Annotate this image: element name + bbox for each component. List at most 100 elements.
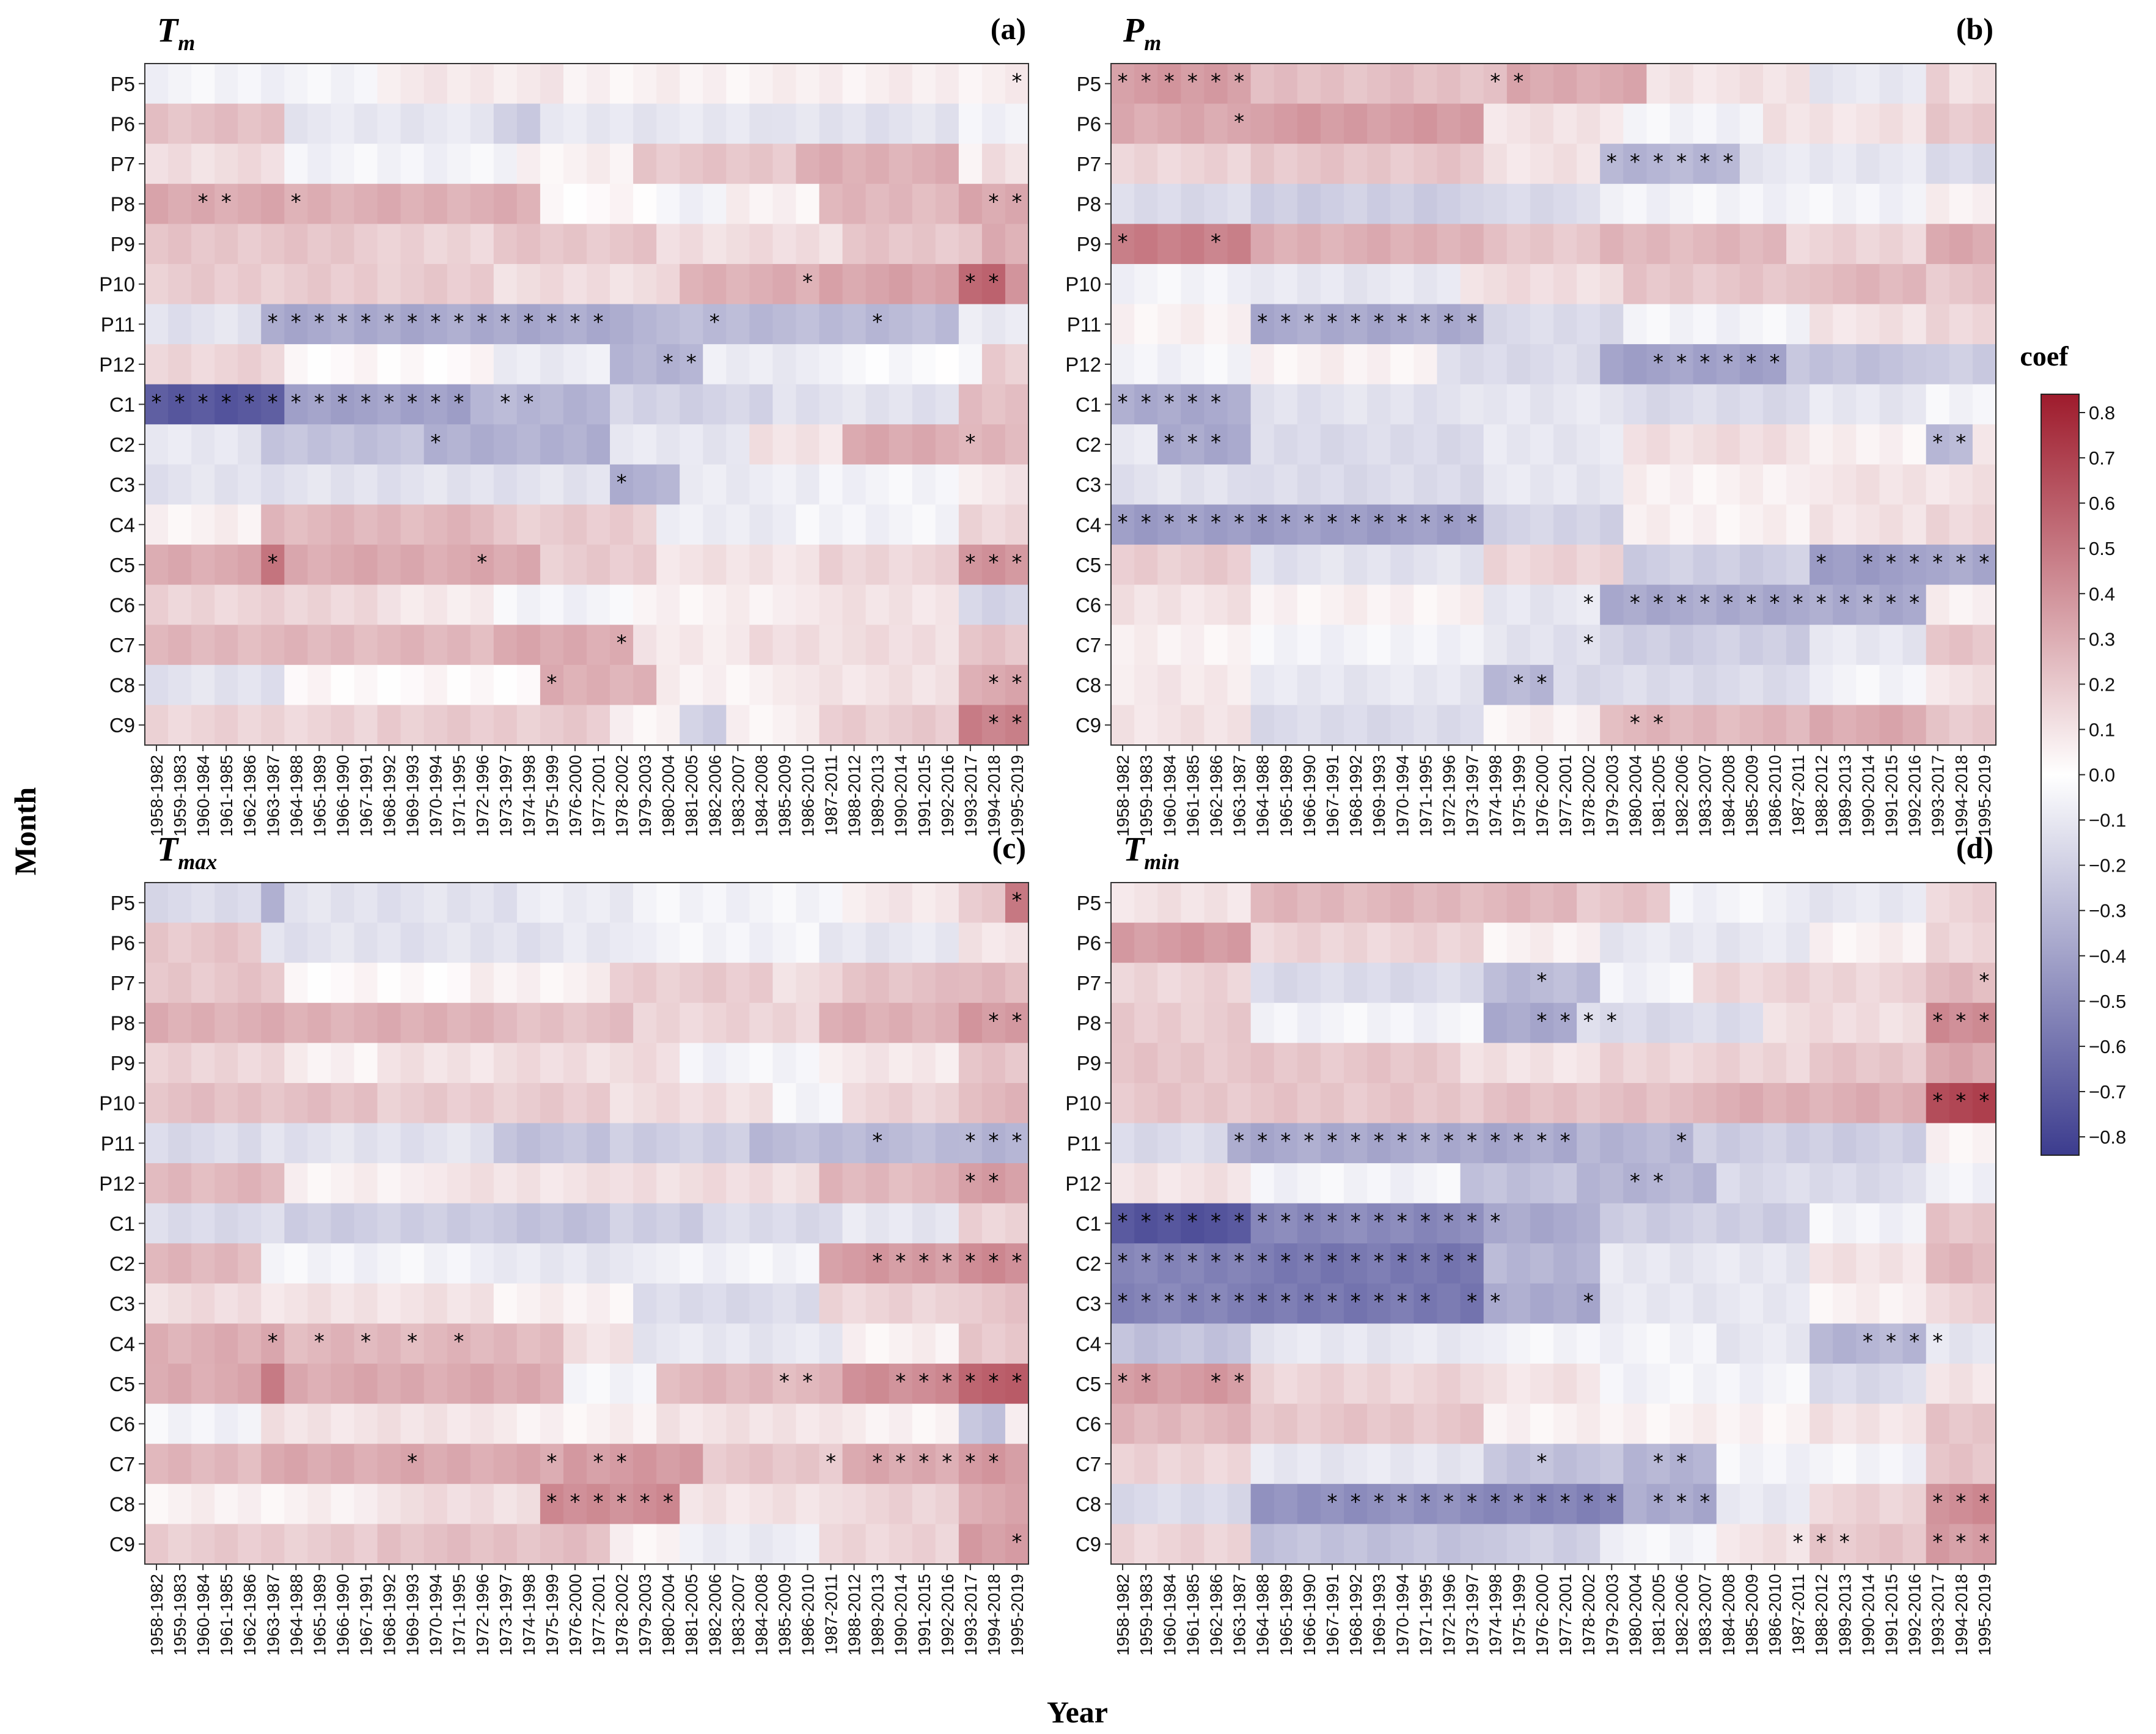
panel-letter: (c) <box>992 831 1027 865</box>
heatmap-cell <box>1506 1403 1531 1444</box>
heatmap-cell <box>1972 1283 1997 1324</box>
heatmap-cell <box>470 1524 494 1565</box>
heatmap-cell <box>1227 584 1252 625</box>
significance-star: * <box>1327 1129 1338 1153</box>
heatmap-cell <box>1693 1203 1717 1244</box>
heatmap-cell <box>958 64 983 105</box>
heatmap-cell <box>424 705 448 746</box>
heatmap-cell <box>1367 1483 1391 1525</box>
heatmap-cell <box>1926 384 1950 425</box>
heatmap-cell <box>1739 1403 1764 1444</box>
column-label: 1990-2014 <box>892 1574 911 1656</box>
heatmap-cell <box>819 1444 843 1485</box>
heatmap-cell <box>1972 103 1997 144</box>
heatmap-cell <box>1111 224 1135 265</box>
heatmap-cell <box>1972 64 1997 105</box>
heatmap-cell <box>1483 384 1508 425</box>
significance-star: * <box>1211 230 1221 254</box>
heatmap-cell <box>1390 1123 1414 1164</box>
heatmap-cell <box>1762 584 1787 625</box>
significance-star: * <box>1956 1008 1966 1033</box>
heatmap-cell <box>1716 504 1740 545</box>
heatmap-cell <box>889 344 913 385</box>
heatmap-cell <box>610 1444 634 1485</box>
heatmap-cell <box>1810 883 1833 924</box>
heatmap-cell <box>354 1483 378 1525</box>
heatmap-cell <box>680 384 703 425</box>
heatmap-cell <box>819 1082 843 1124</box>
heatmap-cell <box>447 304 471 345</box>
significance-star: * <box>1234 1129 1244 1153</box>
heatmap-cell <box>1833 922 1857 963</box>
heatmap-cell <box>1460 504 1484 545</box>
heatmap-cell <box>1856 584 1880 625</box>
significance-star: * <box>1676 350 1687 375</box>
heatmap-cell <box>1739 504 1764 545</box>
heatmap-cell <box>1005 424 1029 465</box>
heatmap-cell <box>865 963 890 1004</box>
heatmap-cell <box>1297 1483 1321 1525</box>
heatmap-cell <box>1414 1163 1438 1204</box>
heatmap-cell <box>1600 1203 1624 1244</box>
heatmap-cell <box>703 1002 727 1043</box>
heatmap-cell <box>191 424 215 465</box>
heatmap-cell <box>238 304 262 345</box>
heatmap-cell <box>1367 183 1391 224</box>
heatmap-cell <box>1646 1524 1671 1565</box>
heatmap-cell <box>1762 1243 1787 1284</box>
heatmap-cell <box>1762 1163 1787 1204</box>
heatmap-cell <box>424 545 448 586</box>
heatmap-cell <box>1879 1203 1904 1244</box>
heatmap-cell <box>1204 1123 1228 1164</box>
heatmap-cell <box>1437 545 1461 586</box>
heatmap-cell <box>261 1364 285 1405</box>
heatmap-cell <box>1600 103 1624 144</box>
heatmap-cell <box>1949 224 1973 265</box>
heatmap-cell <box>1250 424 1275 465</box>
heatmap-cell <box>796 664 820 706</box>
heatmap-cell <box>703 1364 727 1405</box>
heatmap-cell <box>470 1323 494 1364</box>
heatmap-cell <box>400 1002 425 1043</box>
heatmap-cell <box>1926 1203 1950 1244</box>
row-label: C2 <box>109 433 135 456</box>
heatmap-cell <box>1972 1323 1997 1364</box>
heatmap-cell <box>1810 1082 1833 1124</box>
heatmap-cell <box>1553 664 1577 706</box>
heatmap-cell <box>1833 144 1857 185</box>
panel-letter: (b) <box>1956 12 1993 46</box>
heatmap-cell <box>1810 625 1833 666</box>
panel-title-main: T <box>157 831 180 869</box>
column-label: 1973-1997 <box>1463 755 1482 837</box>
row-label: C6 <box>109 1413 135 1435</box>
heatmap-cell <box>354 103 378 144</box>
heatmap-cell <box>1367 504 1391 545</box>
heatmap-cell <box>1926 625 1950 666</box>
heatmap-cell <box>1926 1483 1950 1525</box>
heatmap-cell <box>1810 1043 1833 1084</box>
heatmap-cell <box>1367 304 1391 345</box>
heatmap-cell <box>1367 545 1391 586</box>
heatmap-cell <box>912 424 936 465</box>
heatmap-cell <box>1227 504 1252 545</box>
heatmap-cell <box>424 464 448 505</box>
heatmap-cell <box>145 625 169 666</box>
heatmap-cell <box>1344 1123 1368 1164</box>
heatmap-cell <box>1157 1203 1181 1244</box>
heatmap-cell <box>1926 1444 1950 1485</box>
heatmap-cell <box>261 1082 285 1124</box>
column-label: 1961-1985 <box>1183 1574 1202 1656</box>
heatmap-cell <box>1670 1243 1694 1284</box>
heatmap-cell <box>1344 883 1368 924</box>
heatmap-cell <box>889 705 913 746</box>
significance-star: * <box>1257 1129 1267 1153</box>
heatmap-cell <box>470 1243 494 1284</box>
heatmap-cell <box>1786 504 1810 545</box>
heatmap-cell <box>1902 344 1927 385</box>
heatmap-cell <box>400 1483 425 1525</box>
row-label: C4 <box>1076 1332 1101 1355</box>
heatmap-cell <box>1506 1043 1531 1084</box>
heatmap-cell <box>1856 144 1880 185</box>
heatmap-cell <box>726 344 750 385</box>
heatmap-cell <box>215 625 238 666</box>
